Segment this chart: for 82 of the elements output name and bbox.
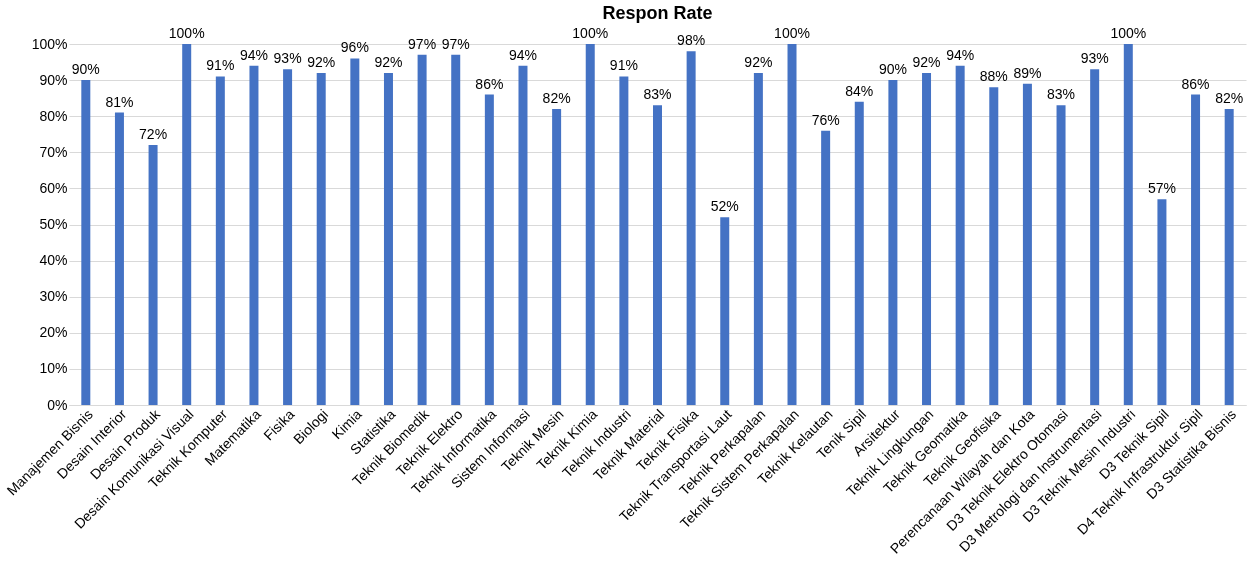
bar <box>1157 199 1167 405</box>
bar <box>518 65 528 405</box>
data-label: 82% <box>542 89 571 106</box>
bar <box>383 72 393 405</box>
bar <box>1191 94 1201 405</box>
bar <box>451 54 461 405</box>
bar <box>720 217 730 405</box>
bar <box>81 80 91 405</box>
data-label: 94% <box>508 46 537 63</box>
bar <box>114 112 124 405</box>
data-label: 88% <box>979 68 1008 85</box>
y-tick-label: 50% <box>39 216 68 232</box>
y-tick-label: 40% <box>39 252 68 269</box>
data-label: 81% <box>105 93 134 110</box>
y-tick-label: 70% <box>39 143 68 160</box>
data-label: 57% <box>1147 180 1176 197</box>
data-label: 93% <box>1080 50 1109 67</box>
bar <box>922 72 932 405</box>
data-label: 72% <box>139 126 168 143</box>
data-label: 100% <box>774 25 810 41</box>
data-label: 94% <box>946 46 975 63</box>
data-label: 92% <box>307 53 336 70</box>
y-tick-label: 60% <box>39 179 68 196</box>
y-tick-label: 30% <box>39 288 68 305</box>
y-tick-label: 80% <box>39 107 68 124</box>
y-tick-label: 20% <box>39 324 68 341</box>
data-label: 52% <box>710 198 739 215</box>
chart-title: Respon Rate <box>602 3 713 23</box>
data-label: 92% <box>912 53 941 70</box>
data-label: 96% <box>340 39 369 56</box>
bar <box>182 44 192 405</box>
bar <box>215 76 225 405</box>
data-label: 84% <box>845 82 874 99</box>
data-label: 94% <box>239 46 268 63</box>
bar <box>417 54 427 405</box>
bar <box>753 72 763 405</box>
y-tick-label: 10% <box>39 360 68 377</box>
data-label: 90% <box>71 61 100 78</box>
data-label: 76% <box>811 111 840 128</box>
y-tick-label: 100% <box>31 35 68 52</box>
bar <box>989 87 999 405</box>
data-label: 91% <box>206 57 235 74</box>
data-label: 83% <box>643 86 672 103</box>
bar <box>821 130 831 405</box>
bar <box>552 108 562 405</box>
bar <box>148 145 158 405</box>
bar <box>787 44 797 405</box>
data-label: 83% <box>1047 86 1076 103</box>
bar <box>888 80 898 405</box>
bar <box>316 72 326 405</box>
data-label: 100% <box>1110 25 1147 41</box>
bar <box>1056 105 1066 405</box>
data-label: 82% <box>1215 89 1244 106</box>
data-label: 100% <box>168 25 205 41</box>
bar <box>585 44 595 405</box>
bar <box>283 69 293 405</box>
bar <box>854 101 864 405</box>
bar <box>1090 69 1100 405</box>
data-label: 91% <box>609 57 638 74</box>
data-label: 86% <box>1181 75 1210 92</box>
bar <box>619 76 629 405</box>
y-tick-label: 90% <box>39 71 68 88</box>
data-label: 92% <box>374 53 403 70</box>
data-label: 92% <box>744 53 773 70</box>
data-label: 97% <box>441 35 470 52</box>
bar <box>249 65 259 405</box>
data-label: 89% <box>1013 64 1042 81</box>
bar <box>484 94 494 405</box>
data-label: 100% <box>572 25 609 41</box>
bar <box>653 105 662 405</box>
bar <box>1022 83 1032 405</box>
data-label: 93% <box>273 50 302 67</box>
y-tick-label: 0% <box>47 396 68 413</box>
bar <box>955 65 965 405</box>
bar <box>350 58 360 405</box>
data-label: 97% <box>408 35 437 52</box>
bar <box>1123 44 1133 405</box>
bar <box>1224 108 1234 405</box>
data-label: 98% <box>677 32 706 49</box>
bar <box>686 51 696 405</box>
data-label: 86% <box>475 75 504 92</box>
data-label: 90% <box>878 61 907 78</box>
